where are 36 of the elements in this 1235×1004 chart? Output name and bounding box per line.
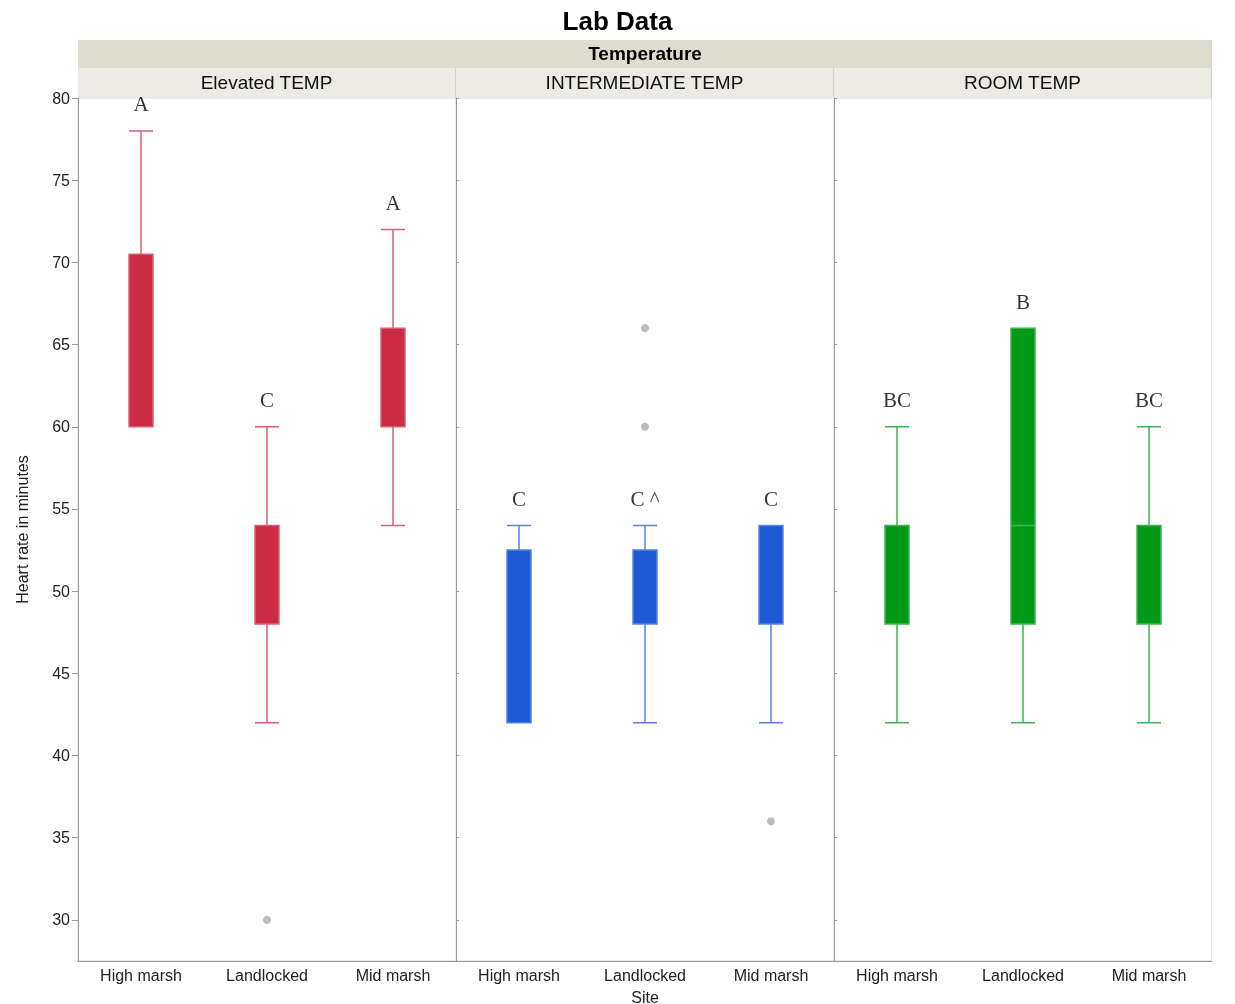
y-tick-label: 65 bbox=[52, 336, 71, 354]
x-tick-label: Landlocked bbox=[604, 966, 686, 984]
x-tick-label: High marsh bbox=[478, 966, 560, 984]
annotation: C bbox=[763, 486, 779, 511]
annotation: A bbox=[385, 191, 402, 215]
text: Temperature bbox=[78, 40, 1212, 68]
x-tick-label: Landlocked bbox=[982, 966, 1064, 984]
annotation: B bbox=[1015, 289, 1031, 314]
annotation: BC bbox=[1134, 388, 1164, 413]
y-tick-label: 55 bbox=[52, 500, 71, 518]
y-tick-label: 45 bbox=[52, 664, 71, 682]
y-tick-label: 75 bbox=[52, 171, 71, 189]
x-tick-label: High marsh bbox=[856, 966, 938, 984]
annotation: A bbox=[133, 92, 150, 117]
y-tick-label: 30 bbox=[52, 911, 71, 929]
chart-title: Lab Data bbox=[561, 6, 674, 38]
chart-subtitle: Elevated TEMP bbox=[200, 71, 333, 93]
x-tick-label: Mid marsh bbox=[1111, 966, 1187, 984]
annotation: C ^ bbox=[630, 486, 660, 511]
chart-subtitle: ROOM TEMP bbox=[834, 68, 1212, 97]
annotation: BC bbox=[882, 388, 912, 413]
y-tick-label: 80 bbox=[52, 89, 71, 107]
y-tick-label: 60 bbox=[52, 418, 71, 436]
x-axis-title: Site bbox=[631, 988, 659, 1004]
y-tick-label: 35 bbox=[52, 829, 71, 847]
x-tick-label: High marsh bbox=[100, 966, 182, 984]
y-tick-label: 70 bbox=[52, 253, 71, 271]
y-tick-label: 40 bbox=[52, 747, 71, 765]
x-tick-label: Mid marsh bbox=[355, 966, 431, 984]
annotation: C bbox=[511, 486, 527, 511]
annotation: C bbox=[259, 388, 275, 413]
x-tick-label: Mid marsh bbox=[733, 966, 809, 984]
chart-subtitle: INTERMEDIATE TEMP bbox=[456, 68, 834, 97]
y-axis-title: Heart rate in minutes bbox=[13, 455, 31, 604]
y-tick-label: 50 bbox=[52, 582, 71, 600]
x-tick-label: Landlocked bbox=[226, 966, 308, 984]
